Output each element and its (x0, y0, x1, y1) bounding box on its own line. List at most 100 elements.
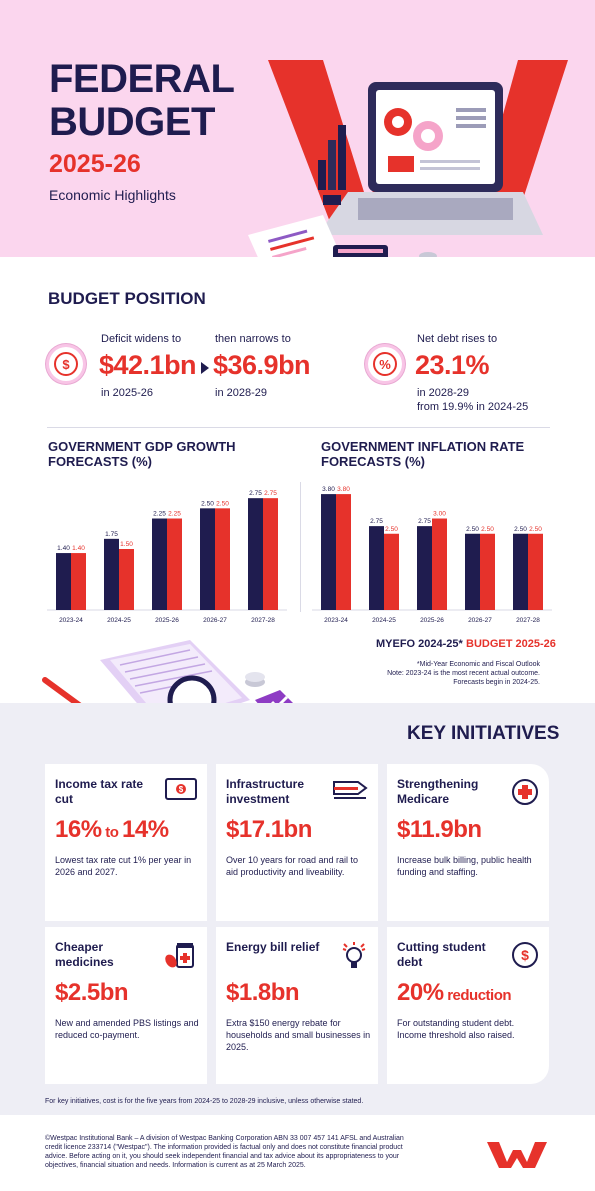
gdp-bar-budget-2027-28 (263, 498, 278, 610)
svg-text:$: $ (179, 785, 184, 794)
gdp-data-label-budget-2027-28: 2.75 (264, 490, 277, 497)
cash-icon: $ (165, 778, 197, 800)
lightbulb-icon (342, 942, 366, 968)
inflation-data-label-budget-2023-24: 3.80 (337, 486, 350, 493)
westpac-logo (487, 1142, 547, 1168)
hero-title-line1: FEDERAL (49, 57, 235, 101)
gdp-bar-myefo-2026-27 (200, 508, 215, 610)
gdp-bar-myefo-2025-26 (152, 518, 167, 610)
inflation-data-label-myefo-2027-28: 2.50 (514, 526, 527, 533)
inflation-chart-title: GOVERNMENT INFLATION RATE FORECASTS (%) (321, 439, 524, 469)
card-title: Strengthening Medicare (397, 777, 479, 806)
card-value: $11.9bn (397, 816, 482, 843)
hero-banner: FEDERAL BUDGET 2025-26 Economic Highligh… (0, 0, 595, 257)
card-description: Lowest tax rate cut 1% per year in 2026 … (55, 855, 192, 877)
narrows-period: in 2028-29 (215, 387, 267, 399)
card-value: $1.8bn (226, 979, 300, 1006)
gdp-title-line2: FORECASTS (%) (48, 454, 152, 469)
inflation-tick-label-2026-27: 2026-27 (468, 617, 492, 624)
legend-myefo: MYEFO 2024-25* (376, 638, 463, 650)
card-value-join: to (101, 824, 123, 841)
net-debt-value: 23.1% (415, 350, 490, 380)
key-initiatives-heading: KEY INITIATIVES (407, 723, 560, 744)
net-debt-period: in 2028-29 (417, 387, 469, 399)
initiative-card-student-debt: Cutting student debt $ 20% reduction For… (387, 927, 549, 1084)
card-title: Cheaper medicines (55, 940, 114, 969)
card-description: Increase bulk billing, public health fun… (397, 855, 532, 877)
inflation-data-label-myefo-2023-24: 3.80 (322, 486, 335, 493)
arrow-right-icon (201, 362, 209, 374)
inflation-bar-myefo-2025-26 (417, 526, 432, 610)
gdp-tick-label-2025-26: 2025-26 (155, 617, 179, 624)
inflation-bar-budget-2027-28 (528, 533, 543, 610)
gdp-bar-budget-2026-27 (215, 508, 230, 610)
inflation-data-label-budget-2024-25: 2.50 (385, 526, 398, 533)
inflation-rate-chart: 3.80 3.802023-242.752.502024-252.753.0020… (312, 486, 552, 624)
gdp-data-label-budget-2024-25: 1.50 (120, 541, 133, 548)
deficit-period: in 2025-26 (101, 387, 153, 399)
initiative-card-infrastructure: Infrastructure investment $17.1bn Over 1… (216, 764, 378, 921)
gdp-bar-myefo-2024-25 (104, 538, 119, 610)
inflation-tick-label-2027-28: 2027-28 (516, 617, 540, 624)
gdp-bar-budget-2025-26 (167, 518, 182, 610)
gdp-data-label-myefo-2027-28: 2.75 (249, 490, 262, 497)
card-description: Over 10 years for road and rail to aid p… (226, 855, 359, 877)
inflation-data-label-myefo-2024-25: 2.75 (370, 518, 383, 525)
laptop-illustration (248, 60, 568, 257)
medical-cross-icon (512, 779, 538, 805)
inflation-tick-label-2025-26: 2025-26 (420, 617, 444, 624)
train-icon (333, 781, 368, 799)
inflation-bar-myefo-2024-25 (369, 526, 384, 610)
narrows-value: $36.9bn (213, 350, 311, 380)
deficit-label: Deficit widens to (101, 333, 182, 345)
gdp-tick-label-2023-24: 2023-24 (59, 617, 83, 624)
hero-subtitle: Economic Highlights (49, 187, 176, 203)
inflation-data-label-budget-2025-26: 3.00 (433, 511, 446, 518)
card-title: Cutting student debt (397, 940, 486, 969)
card-value: 20% reduction (397, 979, 512, 1007)
narrows-label: then narrows to (215, 333, 291, 345)
card-title: Infrastructure investment (226, 777, 305, 806)
section-divider (47, 427, 550, 428)
legend-budget: BUDGET 2025-26 (466, 638, 556, 650)
initiative-card-energy: Energy bill relief $1.8bn Extra $150 ene… (216, 927, 378, 1084)
inflation-bar-budget-2025-26 (432, 518, 447, 610)
gdp-tick-label-2026-27: 2026-27 (203, 617, 227, 624)
gdp-data-label-myefo-2023-24: 1.40 (57, 545, 70, 552)
footnote: For key initiatives, cost is for the fiv… (45, 1098, 364, 1105)
inflation-bar-myefo-2023-24 (321, 494, 336, 610)
inflation-title-line2: FORECASTS (%) (321, 454, 425, 469)
inflation-bar-budget-2024-25 (384, 533, 399, 610)
net-debt-label: Net debt rises to (417, 333, 498, 345)
chart-divider (300, 482, 301, 612)
inflation-bar-myefo-2027-28 (513, 533, 528, 610)
card-description: Extra $150 energy rebate for households … (226, 1018, 371, 1052)
inflation-bar-budget-2026-27 (480, 533, 495, 610)
budget-position-heading: BUDGET POSITION (48, 289, 206, 308)
initiative-card-medicare: Strengthening Medicare $11.9bn Increase … (387, 764, 549, 921)
initiative-card-medicines: Cheaper medicines $2.5bn New and amended… (45, 927, 207, 1084)
hero-year: 2025-26 (49, 150, 141, 178)
gdp-title-line1: GOVERNMENT GDP GROWTH (48, 439, 236, 454)
card-description: New and amended PBS listings and reduced… (55, 1018, 199, 1040)
gdp-data-label-budget-2026-27: 2.50 (216, 500, 229, 507)
card-value: 16% to 14% (55, 816, 169, 844)
inflation-data-label-budget-2026-27: 2.50 (481, 526, 494, 533)
card-value-join: reduction (443, 987, 512, 1004)
hero-title: FEDERAL BUDGET (49, 57, 235, 144)
dollar-icon: $ (512, 942, 538, 968)
inflation-data-label-myefo-2026-27: 2.50 (466, 526, 479, 533)
gdp-data-label-myefo-2025-26: 2.25 (153, 511, 166, 518)
card-description: For outstanding student debt. Income thr… (397, 1018, 515, 1040)
net-debt-from: from 19.9% in 2024-25 (417, 401, 529, 413)
svg-text:$: $ (521, 947, 529, 963)
inflation-data-label-myefo-2025-26: 2.75 (418, 518, 431, 525)
gdp-tick-label-2024-25: 2024-25 (107, 617, 131, 624)
note-line3: Forecasts begin in 2024-25. (453, 679, 540, 686)
gdp-bar-budget-2023-24 (71, 553, 86, 610)
deficit-value: $42.1bn (99, 350, 197, 380)
gdp-data-label-budget-2023-24: 1.40 (72, 545, 85, 552)
inflation-bar-myefo-2026-27 (465, 533, 480, 610)
card-value-end: 14% (122, 816, 169, 843)
